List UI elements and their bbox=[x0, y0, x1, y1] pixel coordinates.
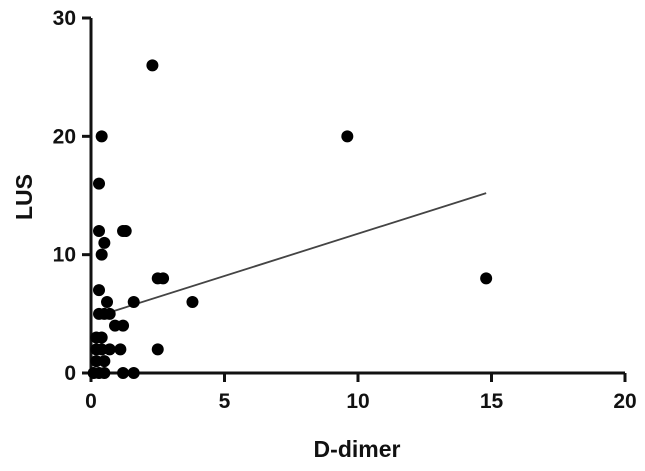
x-tick-label: 0 bbox=[85, 390, 97, 413]
data-point bbox=[127, 367, 140, 379]
trend-line bbox=[112, 192, 487, 313]
x-tick-label: 5 bbox=[219, 390, 231, 413]
data-point bbox=[127, 296, 140, 308]
y-tick-label: 10 bbox=[53, 244, 76, 267]
data-point bbox=[151, 343, 164, 356]
data-point bbox=[101, 296, 114, 308]
data-point bbox=[186, 296, 199, 308]
y-tick-label: 30 bbox=[53, 7, 76, 30]
data-point bbox=[95, 331, 108, 344]
data-point bbox=[98, 367, 111, 379]
data-point bbox=[117, 319, 130, 332]
data-points bbox=[87, 59, 493, 379]
data-point bbox=[93, 284, 106, 297]
data-point bbox=[146, 59, 159, 72]
x-axis-title: D-dimer bbox=[314, 436, 401, 462]
trend-line-group bbox=[112, 192, 487, 313]
data-point bbox=[117, 367, 130, 379]
data-point bbox=[93, 177, 106, 190]
data-point bbox=[93, 225, 106, 237]
data-point bbox=[157, 272, 170, 285]
data-point bbox=[95, 130, 108, 143]
x-tick-label: 10 bbox=[346, 390, 369, 413]
data-point bbox=[480, 272, 493, 285]
data-point bbox=[114, 343, 127, 356]
data-point bbox=[103, 343, 116, 356]
axes: 0 5 10 15 20 0 10 20 30 bbox=[53, 7, 637, 413]
data-point bbox=[95, 248, 108, 261]
y-tick-label: 20 bbox=[53, 125, 76, 148]
data-point bbox=[119, 225, 132, 237]
y-axis-title: LUS bbox=[11, 174, 37, 220]
data-point bbox=[103, 307, 116, 320]
y-tick-label: 0 bbox=[64, 362, 76, 385]
data-point bbox=[341, 130, 354, 143]
data-point bbox=[98, 355, 111, 368]
x-tick-label: 15 bbox=[480, 390, 504, 413]
data-point bbox=[98, 236, 111, 249]
x-tick-label: 20 bbox=[613, 390, 636, 413]
